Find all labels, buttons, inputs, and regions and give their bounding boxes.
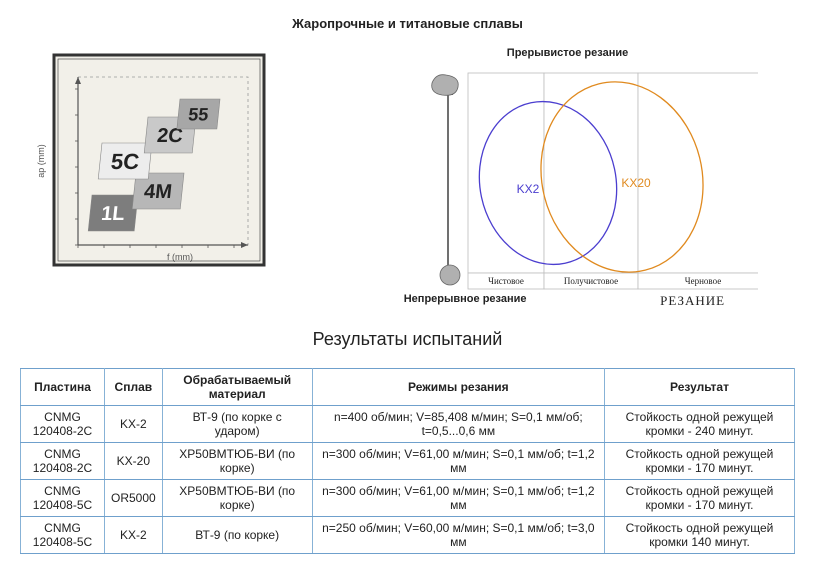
table-row: CNMG 120408-5СOR5000ХР50ВМТЮБ-ВИ (по кор… <box>21 480 795 517</box>
table-cell: KX-2 <box>105 517 163 554</box>
col-header: Обрабатываемый материал <box>162 369 312 406</box>
svg-text:Черновое: Черновое <box>684 276 720 286</box>
svg-text:KX20: KX20 <box>621 176 651 190</box>
page-title: Жаропрочные и титановые сплавы <box>20 16 795 31</box>
figures-row: f (mm)ap (mm)1L4M5C2C55 Прерывистое реза… <box>20 43 795 309</box>
results-heading: Результаты испытаний <box>20 329 795 350</box>
svg-text:Чистовое: Чистовое <box>488 276 524 286</box>
col-header: Результат <box>605 369 795 406</box>
table-cell: Стойкость одной режущей кромки - 240 мин… <box>605 406 795 443</box>
svg-text:5C: 5C <box>110 149 141 174</box>
table-cell: Стойкость одной режущей кромки 140 минут… <box>605 517 795 554</box>
right-figure: Прерывистое резание Чистовое Получистовое… <box>340 43 795 309</box>
table-header-row: ПластинаСплавОбрабатываемый материалРежи… <box>21 369 795 406</box>
table-cell: ХР50ВМТЮБ-ВИ (по корке) <box>162 480 312 517</box>
top-caption: Прерывистое резание <box>507 47 628 59</box>
svg-text:ap (mm): ap (mm) <box>36 144 46 178</box>
table-cell: n=400 об/мин; V=85,408 м/мин; S=0,1 мм/о… <box>312 406 604 443</box>
col-header: Сплав <box>105 369 163 406</box>
table-body: CNMG 120408-2СKX-2ВТ-9 (по корке с ударо… <box>21 406 795 554</box>
table-cell: n=300 об/мин; V=61,00 м/мин; S=0,1 мм/об… <box>312 480 604 517</box>
table-cell: n=300 об/мин; V=61,00 м/мин; S=0,1 мм/об… <box>312 443 604 480</box>
table-cell: OR5000 <box>105 480 163 517</box>
svg-text:KX2: KX2 <box>516 182 539 196</box>
svg-text:Получистовое: Получистовое <box>563 276 617 286</box>
table-cell: KX-2 <box>105 406 163 443</box>
table-cell: KX-20 <box>105 443 163 480</box>
chipbreaker-map: f (mm)ap (mm)1L4M5C2C55 <box>30 43 270 273</box>
table-cell: ВТ-9 (по корке с ударом) <box>162 406 312 443</box>
table-cell: Стойкость одной режущей кромки - 170 мин… <box>605 480 795 517</box>
table-row: CNMG 120408-2СKX-2ВТ-9 (по корке с ударо… <box>21 406 795 443</box>
col-header: Пластина <box>21 369 105 406</box>
svg-text:1L: 1L <box>100 203 126 225</box>
col-header: Режимы резания <box>312 369 604 406</box>
table-cell: CNMG 120408-5С <box>21 517 105 554</box>
bottom-right-caption: РЕЗАНИЕ <box>590 293 795 309</box>
table-cell: ХР50ВМТЮБ-ВИ (по корке) <box>162 443 312 480</box>
table-cell: CNMG 120408-2С <box>21 406 105 443</box>
svg-text:4M: 4M <box>143 181 173 203</box>
table-cell: CNMG 120408-5С <box>21 480 105 517</box>
table-cell: ВТ-9 (по корке) <box>162 517 312 554</box>
table-cell: Стойкость одной режущей кромки - 170 мин… <box>605 443 795 480</box>
left-figure: f (mm)ap (mm)1L4M5C2C55 <box>20 43 280 273</box>
table-row: CNMG 120408-2СKX-20ХР50ВМТЮБ-ВИ (по корк… <box>21 443 795 480</box>
table-cell: CNMG 120408-2С <box>21 443 105 480</box>
table-row: CNMG 120408-5СKX-2ВТ-9 (по корке)n=250 о… <box>21 517 795 554</box>
table-cell: n=250 об/мин; V=60,00 м/мин; S=0,1 мм/об… <box>312 517 604 554</box>
svg-text:55: 55 <box>187 105 209 125</box>
cutting-ellipses-chart: Чистовое Получистовое Черновое KX2 KX20 <box>378 63 758 293</box>
svg-text:f (mm): f (mm) <box>167 252 193 262</box>
bottom-left-caption: Непрерывное резание <box>340 293 590 309</box>
results-table: ПластинаСплавОбрабатываемый материалРежи… <box>20 368 795 554</box>
